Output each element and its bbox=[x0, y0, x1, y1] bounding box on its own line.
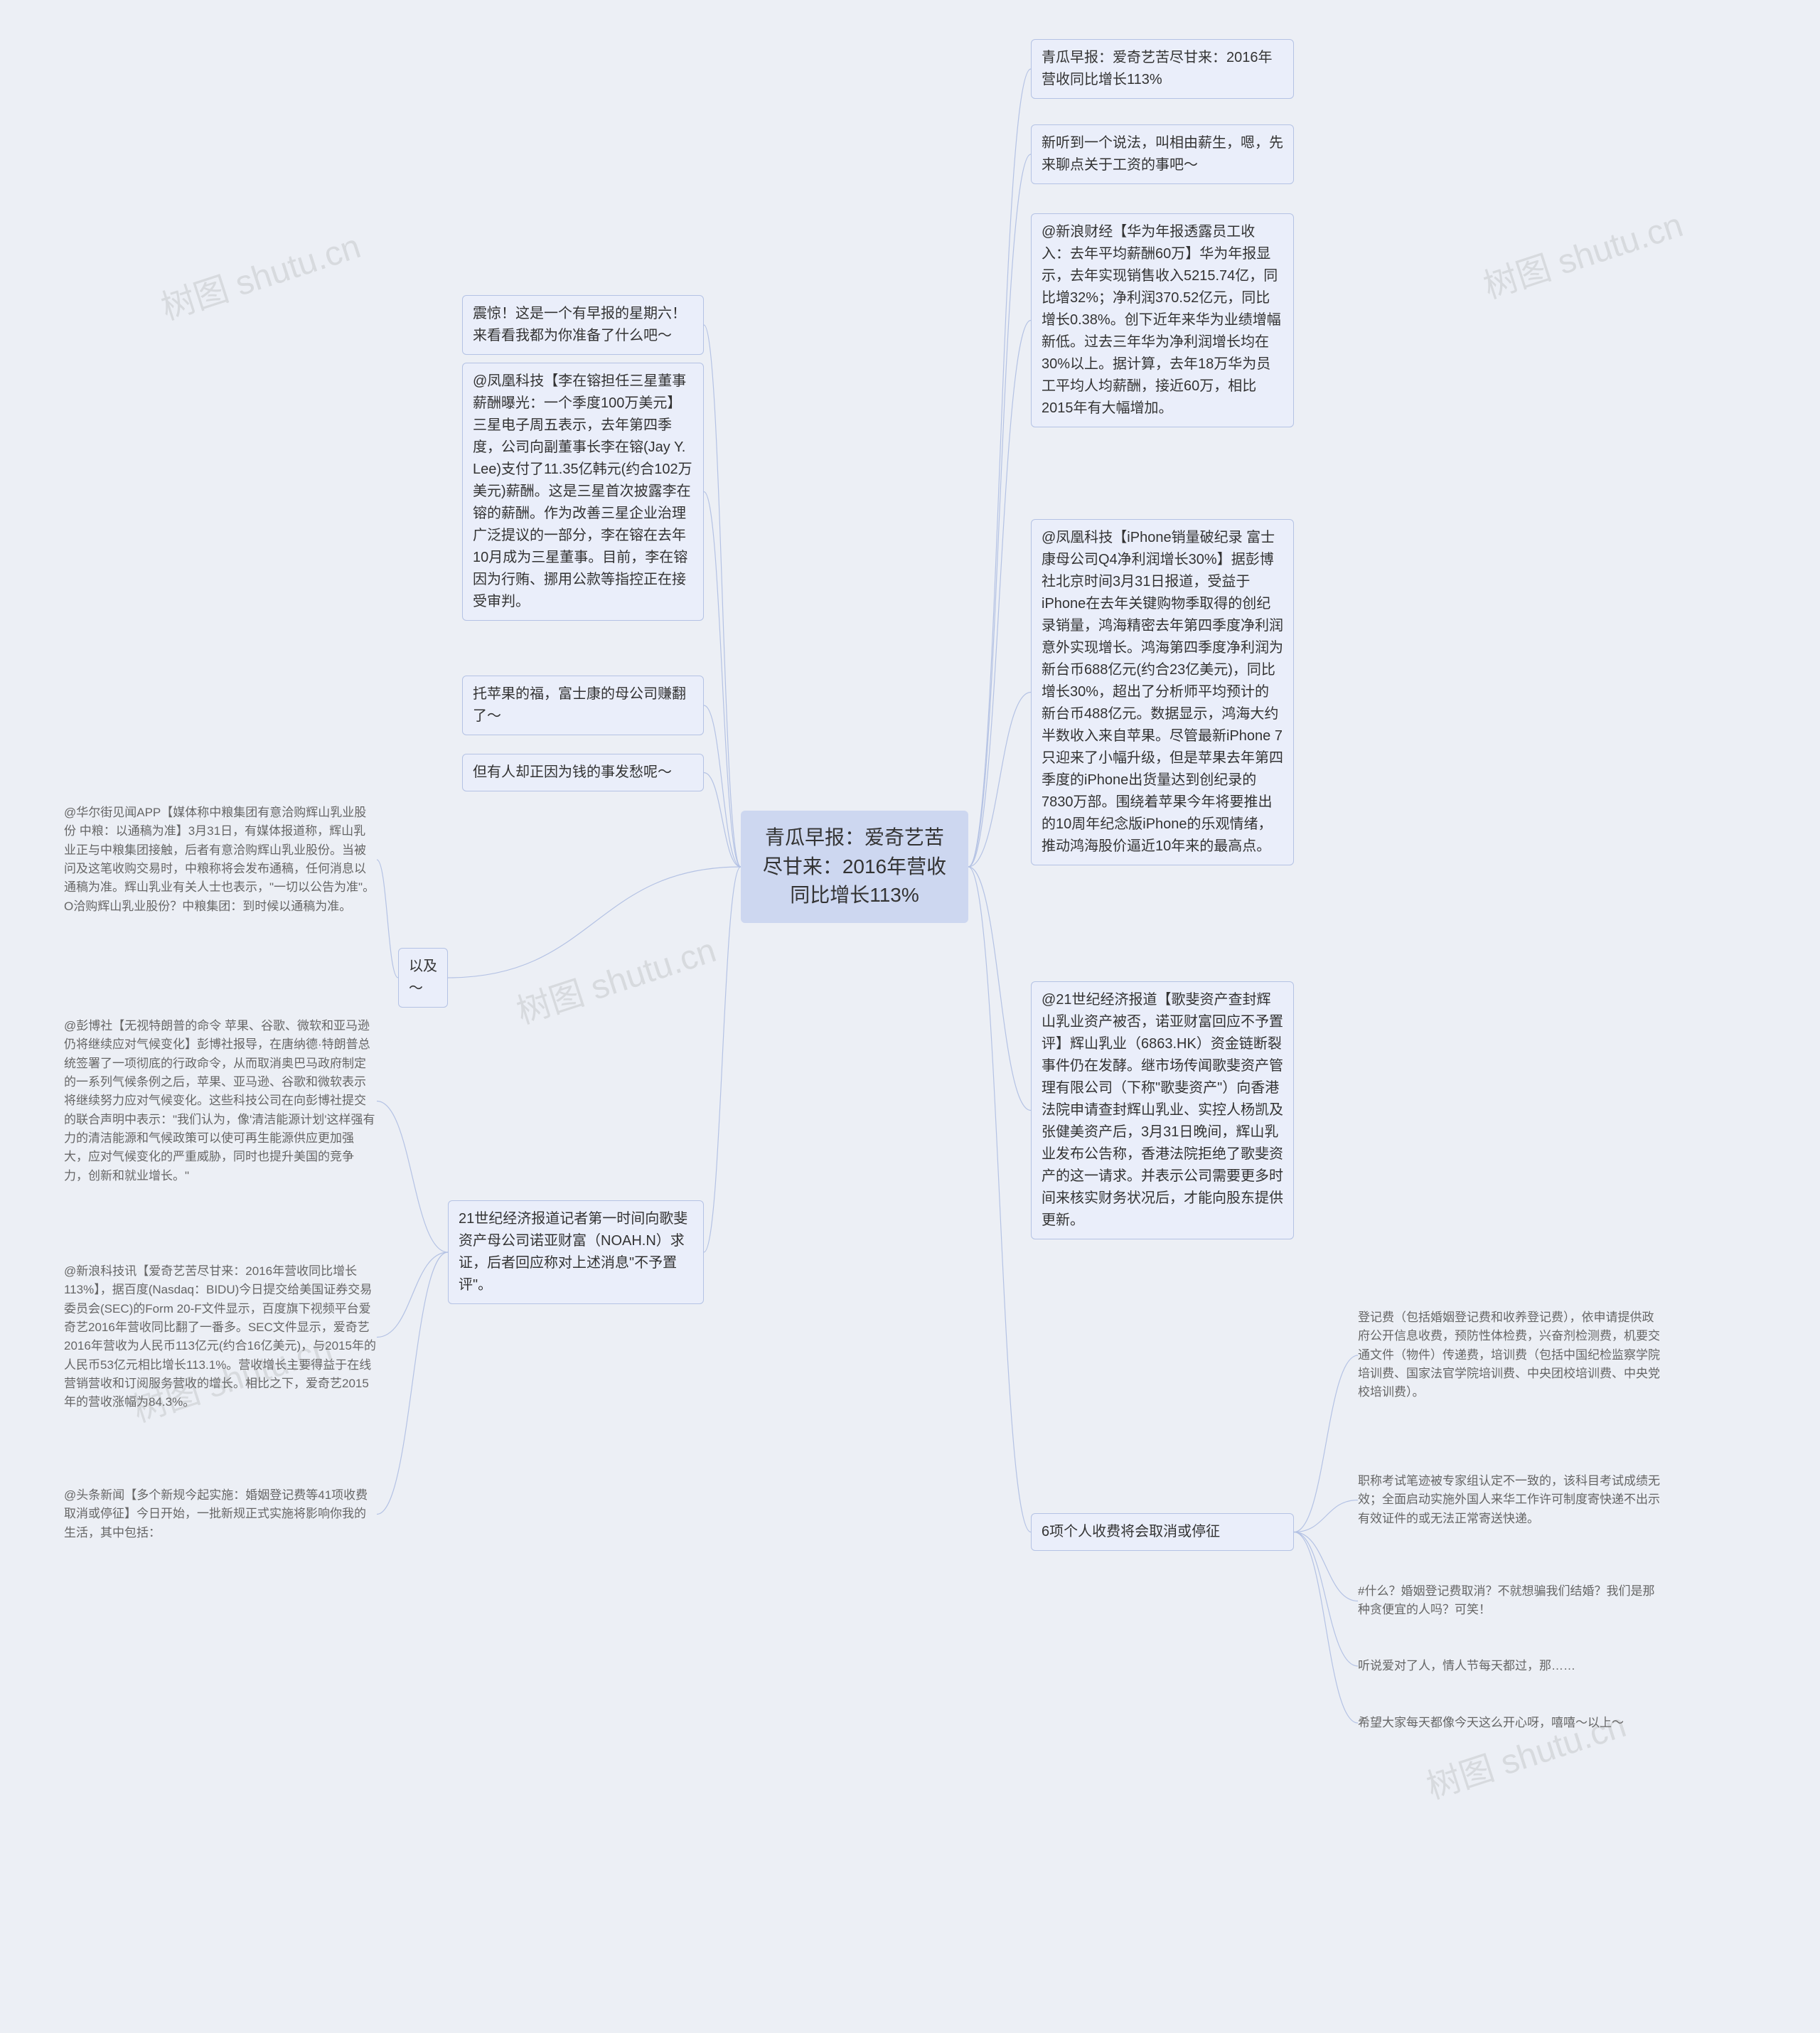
leaf-text: 职称考试笔迹被专家组认定不一致的，该科目考试成绩无效；全面启动实施外国人来华工作… bbox=[1358, 1474, 1660, 1525]
left-leaf-6a: @彭博社【无视特朗普的命令 苹果、谷歌、微软和亚马逊仍将继续应对气候变化】彭博社… bbox=[64, 1017, 377, 1185]
left-node-1: 震惊！这是一个有早报的星期六！来看看我都为你准备了什么吧～ bbox=[462, 295, 704, 355]
connector bbox=[704, 492, 741, 868]
leaf-text: @华尔街见闻APP【媒体称中粮集团有意洽购辉山乳业股份 中粮：以通稿为准】3月3… bbox=[64, 806, 375, 913]
leaf-text: @头条新闻【多个新规今起实施：婚姻登记费等41项收费取消或停征】今日开始，一批新… bbox=[64, 1488, 368, 1540]
connector bbox=[1294, 1500, 1358, 1532]
right-node-4: @凤凰科技【iPhone销量破纪录 富士康母公司Q4净利润增长30%】据彭博社北… bbox=[1031, 519, 1294, 865]
leaf-text: 登记费（包括婚姻登记费和收养登记费），依申请提供政府公开信息收费，预防性体检费，… bbox=[1358, 1311, 1660, 1399]
right-node-2: 新听到一个说法，叫相由薪生，嗯，先来聊点关于工资的事吧～ bbox=[1031, 124, 1294, 184]
connector bbox=[377, 860, 398, 978]
connector bbox=[1294, 1355, 1358, 1532]
connector bbox=[1294, 1532, 1358, 1667]
watermark: 树图 shutu.cn bbox=[509, 922, 721, 1033]
node-text: @21世纪经济报道【歌斐资产查封辉山乳业资产被否，诺亚财富回应不予置评】辉山乳业… bbox=[1042, 992, 1283, 1228]
connector bbox=[704, 773, 741, 868]
left-leaf-6b: @新浪科技讯【爱奇艺苦尽甘来：2016年营收同比增长113%】，据百度(Nasd… bbox=[64, 1262, 377, 1412]
connector bbox=[968, 867, 1031, 1111]
left-leaf-6c: @头条新闻【多个新规今起实施：婚姻登记费等41项收费取消或停征】今日开始，一批新… bbox=[64, 1486, 377, 1542]
right-leaf-6d: 听说爱对了人，情人节每天都过，那…… bbox=[1358, 1657, 1664, 1675]
node-text: 6项个人收费将会取消或停征 bbox=[1042, 1524, 1220, 1540]
connector bbox=[377, 1252, 448, 1338]
node-text: @凤凰科技【iPhone销量破纪录 富士康母公司Q4净利润增长30%】据彭博社北… bbox=[1042, 530, 1283, 854]
node-text: 但有人却正因为钱的事发愁呢～ bbox=[473, 764, 672, 780]
left-node-3: 托苹果的福，富士康的母公司赚翻了～ bbox=[462, 676, 704, 735]
right-leaf-6c: #什么？婚姻登记费取消？不就想骗我们结婚？我们是那种贪便宜的人吗？可笑！ bbox=[1358, 1582, 1664, 1620]
node-text: @新浪财经【华为年报透露员工收入：去年平均薪酬60万】华为年报显示，去年实现销售… bbox=[1042, 224, 1281, 416]
connector bbox=[704, 705, 741, 867]
connector bbox=[448, 867, 741, 978]
right-leaf-6e: 希望大家每天都像今天这么开心呀，嘻嘻～以上～ bbox=[1358, 1714, 1664, 1732]
left-node-4: 但有人却正因为钱的事发愁呢～ bbox=[462, 754, 704, 791]
leaf-text: 希望大家每天都像今天这么开心呀，嘻嘻～以上～ bbox=[1358, 1716, 1624, 1729]
left-node-5: 以及～ bbox=[398, 948, 448, 1008]
left-node-2: @凤凰科技【李在镕担任三星董事薪酬曝光：一个季度100万美元】三星电子周五表示，… bbox=[462, 363, 704, 621]
node-text: 以及～ bbox=[409, 959, 437, 996]
node-text: 新听到一个说法，叫相由薪生，嗯，先来聊点关于工资的事吧～ bbox=[1042, 135, 1283, 173]
right-node-6: 6项个人收费将会取消或停征 bbox=[1031, 1513, 1294, 1551]
center-text: 青瓜早报：爱奇艺苦尽甘来：2016年营收同比增长113% bbox=[763, 826, 946, 906]
right-leaf-6b: 职称考试笔迹被专家组认定不一致的，该科目考试成绩无效；全面启动实施外国人来华工作… bbox=[1358, 1472, 1664, 1528]
right-node-3: @新浪财经【华为年报透露员工收入：去年平均薪酬60万】华为年报显示，去年实现销售… bbox=[1031, 213, 1294, 427]
watermark: 树图 shutu.cn bbox=[1476, 197, 1688, 308]
node-text: @凤凰科技【李在镕担任三星董事薪酬曝光：一个季度100万美元】三星电子周五表示，… bbox=[473, 373, 692, 609]
left-node-6: 21世纪经济报道记者第一时间向歌斐资产母公司诺亚财富（NOAH.N）求证，后者回… bbox=[448, 1200, 704, 1304]
connector bbox=[968, 154, 1031, 867]
leaf-text: @新浪科技讯【爱奇艺苦尽甘来：2016年营收同比增长113%】，据百度(Nasd… bbox=[64, 1264, 376, 1409]
connector bbox=[968, 693, 1031, 868]
connector bbox=[968, 69, 1031, 867]
leaf-text: 听说爱对了人，情人节每天都过，那…… bbox=[1358, 1659, 1575, 1672]
connector bbox=[377, 1101, 448, 1253]
connector bbox=[704, 867, 741, 1252]
watermark: 树图 shutu.cn bbox=[154, 218, 365, 329]
connector bbox=[377, 1252, 448, 1515]
right-leaf-6a: 登记费（包括婚姻登记费和收养登记费），依申请提供政府公开信息收费，预防性体检费，… bbox=[1358, 1308, 1664, 1402]
connector bbox=[1294, 1532, 1358, 1724]
node-text: 21世纪经济报道记者第一时间向歌斐资产母公司诺亚财富（NOAH.N）求证，后者回… bbox=[459, 1211, 687, 1293]
leaf-text: #什么？婚姻登记费取消？不就想骗我们结婚？我们是那种贪便宜的人吗？可笑！ bbox=[1358, 1584, 1654, 1616]
node-text: 托苹果的福，富士康的母公司赚翻了～ bbox=[473, 686, 686, 724]
connector bbox=[968, 321, 1031, 868]
right-node-5: @21世纪经济报道【歌斐资产查封辉山乳业资产被否，诺亚财富回应不予置评】辉山乳业… bbox=[1031, 981, 1294, 1239]
node-text: 震惊！这是一个有早报的星期六！来看看我都为你准备了什么吧～ bbox=[473, 306, 686, 343]
right-node-1: 青瓜早报：爱奇艺苦尽甘来：2016年营收同比增长113% bbox=[1031, 39, 1294, 99]
connector bbox=[1294, 1532, 1358, 1601]
center-node: 青瓜早报：爱奇艺苦尽甘来：2016年营收同比增长113% bbox=[741, 811, 968, 923]
connector bbox=[968, 867, 1031, 1532]
left-leaf-5a: @华尔街见闻APP【媒体称中粮集团有意洽购辉山乳业股份 中粮：以通稿为准】3月3… bbox=[64, 804, 377, 916]
node-text: 青瓜早报：爱奇艺苦尽甘来：2016年营收同比增长113% bbox=[1042, 50, 1273, 87]
connector bbox=[704, 325, 741, 867]
leaf-text: @彭博社【无视特朗普的命令 苹果、谷歌、微软和亚马逊仍将继续应对气候变化】彭博社… bbox=[64, 1019, 375, 1183]
